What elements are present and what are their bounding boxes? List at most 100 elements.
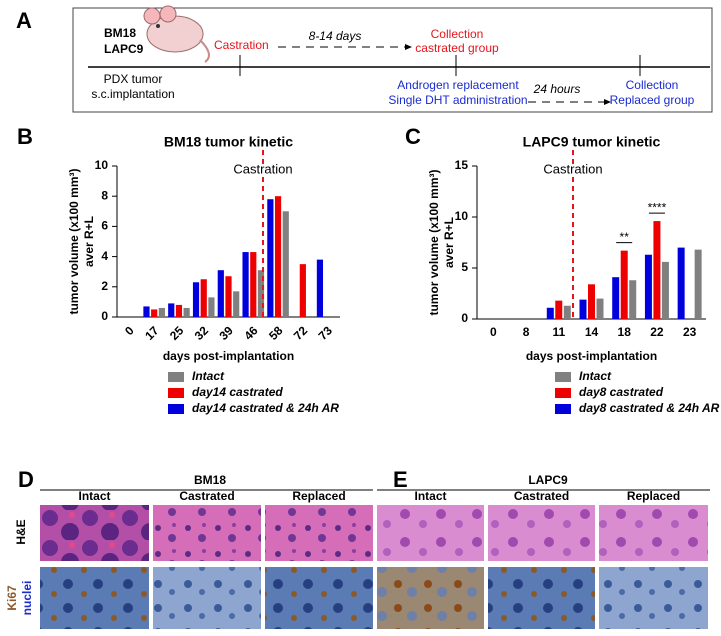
bar (168, 303, 175, 317)
bar (257, 270, 265, 317)
annotation: Castration (543, 161, 602, 176)
histology-image (40, 505, 149, 561)
bar (546, 307, 554, 319)
bar (267, 199, 274, 317)
bar (588, 284, 595, 319)
x-tick-label: 8 (523, 325, 530, 339)
bar (596, 298, 604, 319)
x-tick-label: 23 (683, 325, 697, 339)
bar (242, 252, 249, 317)
interval-label: 24 hours (533, 82, 581, 96)
bar (225, 276, 232, 317)
bar (192, 282, 200, 317)
x-tick-label: 0 (122, 323, 137, 338)
event-label: Single DHT administration (388, 93, 527, 107)
arrow-head (604, 99, 611, 105)
legend-label: Intact (192, 369, 225, 383)
x-tick-label: 17 (142, 323, 162, 343)
column-label: Intact (78, 489, 110, 503)
bar (158, 307, 165, 317)
bar (250, 252, 257, 317)
bar (143, 306, 150, 317)
column-label: Replaced (292, 489, 345, 503)
column-label: Replaced (627, 489, 680, 503)
y-axis-label: tumor volume (x100 mm³) (427, 169, 441, 315)
legend-swatch (555, 404, 571, 414)
bar (644, 254, 652, 319)
event-label: s.c.implantation (91, 87, 174, 101)
bar (555, 300, 563, 319)
bar (151, 309, 158, 317)
significance-label: **** (648, 200, 667, 214)
row-label: H&E (14, 519, 28, 544)
x-tick-label: 0 (490, 325, 497, 339)
bar (677, 247, 685, 319)
histology-image (599, 505, 708, 561)
histology-images (40, 505, 708, 629)
event-label: Replaced group (610, 93, 695, 107)
x-tick-label: 25 (167, 323, 187, 343)
legend-label: Intact (579, 369, 612, 383)
x-tick-label: 39 (217, 323, 237, 343)
bar (183, 307, 190, 317)
model-name: BM18 (104, 26, 136, 40)
legend-swatch (555, 388, 571, 398)
bar (208, 297, 215, 317)
y-tick-label: 10 (455, 209, 469, 223)
panel-label: A (16, 8, 32, 33)
event-label: Androgen replacement (397, 78, 519, 92)
x-tick-label: 11 (552, 325, 565, 339)
x-tick-label: 32 (192, 323, 212, 343)
column-label: Castrated (514, 489, 569, 503)
bar (233, 291, 240, 317)
histology-image (265, 505, 373, 561)
model-name: LAPC9 (104, 42, 144, 56)
legend-label: day8 castrated & 24h AR (579, 401, 720, 415)
panel-label: D (18, 467, 34, 492)
event-label: Collection (431, 27, 484, 41)
bar (579, 299, 587, 319)
x-axis-label: days post-implantation (526, 349, 657, 363)
bar (694, 249, 702, 319)
bar (175, 304, 183, 317)
row-label: Ki67 (5, 585, 19, 611)
bar (282, 211, 289, 317)
model-name: BM18 (194, 473, 226, 487)
y-axis-label: aver R+L (82, 216, 96, 267)
histology-image (265, 567, 373, 629)
row-label: nuclei (20, 581, 34, 616)
x-axis-label: days post-implantation (163, 349, 294, 363)
event-label: castrated group (415, 41, 499, 55)
arrow-head (405, 44, 412, 50)
column-label: Intact (414, 489, 446, 503)
y-axis-label: tumor volume (x100 mm³) (67, 168, 81, 314)
y-tick-label: 15 (455, 158, 469, 172)
bar (274, 196, 282, 317)
bar (200, 279, 207, 317)
bar (217, 270, 224, 317)
bar (653, 221, 661, 319)
legend-label: day14 castrated & 24h AR (192, 401, 339, 415)
histology-image (153, 505, 261, 561)
x-tick-label: 14 (585, 325, 599, 339)
bar (563, 305, 571, 319)
annotation: Castration (233, 161, 292, 176)
x-tick-label: 73 (316, 323, 336, 343)
x-tick-label: 72 (291, 323, 311, 343)
y-tick-label: 0 (461, 311, 468, 325)
legend-label: day8 castrated (579, 385, 664, 399)
legend-label: day14 castrated (192, 385, 283, 399)
panel-frame (72, 7, 713, 113)
panel-label: B (17, 124, 33, 149)
column-label: Castrated (179, 489, 234, 503)
y-tick-label: 10 (95, 158, 109, 172)
bar (612, 277, 620, 319)
interval-label: 8-14 days (309, 29, 362, 43)
y-tick-label: 5 (461, 260, 468, 274)
event-label: PDX tumor (104, 72, 163, 86)
histology-image (377, 505, 484, 561)
bar (620, 250, 628, 319)
x-tick-label: 22 (650, 325, 664, 339)
chart-title: BM18 tumor kinetic (164, 134, 293, 150)
